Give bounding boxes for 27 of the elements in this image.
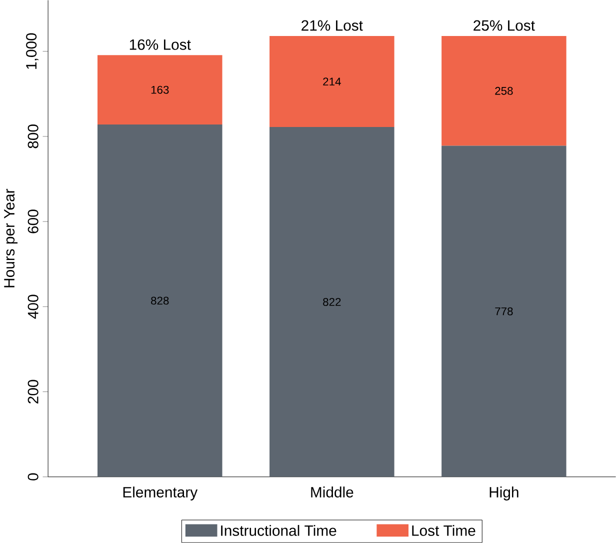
annotation: 16% Lost (130, 39, 191, 50)
x-tick-label: Elementary (123, 486, 198, 501)
x-tick-label: High (490, 486, 518, 501)
legend-label: Instructional Time (221, 525, 336, 536)
data-label: 778 (495, 307, 513, 316)
data-label: 258 (495, 86, 513, 95)
y-tick-label: 200 (28, 380, 38, 404)
bar (270, 36, 394, 128)
bar (97, 124, 222, 477)
legend-label: Lost Time (412, 525, 476, 536)
y-tick-label: 400 (28, 294, 38, 319)
bar (270, 127, 394, 477)
bar (442, 146, 566, 477)
data-label: 163 (151, 86, 169, 94)
y-tick-label: 1,000 (26, 33, 38, 69)
y-tick-label: 0 (28, 473, 38, 480)
data-label: 214 (323, 78, 341, 86)
data-label: 828 (151, 296, 169, 305)
annotation: 21% Lost (302, 20, 363, 31)
y-tick-label: 600 (28, 210, 38, 234)
annotation: 25% Lost (474, 20, 535, 31)
y-axis-title: Hours per Year (4, 188, 18, 288)
data-label: 822 (323, 298, 341, 306)
bar (97, 55, 222, 125)
y-tick-label: 800 (28, 124, 38, 148)
x-tick-label: Middle (311, 486, 354, 498)
bar (442, 36, 566, 146)
